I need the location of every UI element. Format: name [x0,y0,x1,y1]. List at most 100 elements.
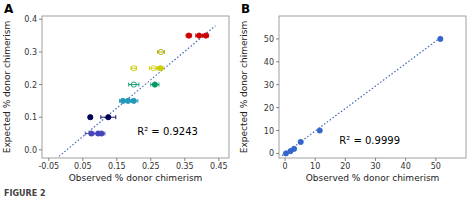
point [131,82,136,87]
error-bar-cap [158,83,159,87]
y-tick [276,84,279,85]
y-tick [39,51,42,52]
y-tick-label: 0.1 [24,113,37,122]
error-bar-cap [156,66,157,70]
x-axis-label: Observed % donor chimerism [306,173,440,183]
error-bar-cap [124,99,125,103]
point [317,128,322,133]
point [88,115,93,120]
error-bar [203,34,208,38]
point [99,131,104,136]
point [158,49,163,54]
x-tick [375,158,376,161]
y-tick-label: 0.0 [24,146,37,155]
x-tick [285,158,286,161]
y-axis-label: Expected % donor chimerism [239,21,249,153]
y-tick-label: 20 [264,104,274,113]
point [158,66,163,71]
x-tick-label: 20 [340,162,350,171]
x-tick-label: 0.35 [176,162,194,171]
trendline [282,37,442,156]
y-tick-label: 0.3 [24,48,37,57]
point [196,33,201,38]
error-bar-line [131,68,136,69]
panel-label: B [241,2,250,16]
x-tick-label: 0.45 [210,162,228,171]
y-tick-label: 0.2 [24,81,37,90]
error-bar-cap [119,99,120,103]
error-bar-cap [149,66,150,70]
point [89,131,94,136]
error-bar-cap [138,83,139,87]
point [298,139,303,144]
point [203,33,208,38]
point [186,33,191,38]
error-bar-cap [128,83,129,87]
y-tick [276,38,279,39]
point [131,98,136,103]
x-tick [315,158,316,161]
panel: -0.050.050.150.250.350.450.00.10.20.30.4… [2,2,229,183]
x-tick [150,158,151,161]
y-tick-label: 0 [269,149,274,158]
plot-area [282,36,443,156]
x-tick-label: 50 [431,162,441,171]
error-bar [131,66,136,70]
y-tick-label: 0.4 [24,15,37,24]
annotation: R² = 0.9999 [339,135,400,146]
x-tick-label: 10 [310,162,320,171]
error-bar-cap [98,132,99,136]
point [125,98,130,103]
error-bar-line [129,84,139,85]
x-tick [116,158,117,161]
error-bar [151,83,159,87]
error-bar [130,99,138,103]
y-tick [39,117,42,118]
error-bar-cap [104,132,105,136]
x-tick-label: 0.15 [108,162,126,171]
error-bar [196,34,203,38]
x-tick [345,158,346,161]
y-tick-label: 30 [264,81,274,90]
plot-frame [42,16,229,158]
x-tick-label: 0.05 [74,162,92,171]
x-tick [48,158,49,161]
x-tick [82,158,83,161]
error-bar-cap [115,115,116,119]
figure-caption: FIGURE 2 [4,189,45,198]
panel-label: A [4,2,14,16]
x-tick [218,158,219,161]
y-tick-label: 10 [264,127,274,136]
error-bar [98,132,105,136]
y-tick [276,153,279,154]
point [152,82,157,87]
y-tick-label: 40 [264,58,274,67]
y-axis-label: Expected % donor chimerism [2,21,12,153]
y-tick [276,61,279,62]
point [106,115,111,120]
error-bar [89,115,92,119]
x-tick-label: 0.25 [142,162,160,171]
error-bar-cap [100,115,101,119]
x-tick [435,158,436,161]
annotation: R² = 0.9243 [137,126,198,137]
point [131,66,136,71]
x-tick-label: 0 [282,162,287,171]
figure: -0.050.050.150.250.350.450.00.10.20.30.4… [0,0,474,200]
error-bar [186,34,191,38]
y-tick [39,84,42,85]
y-tick [276,130,279,131]
plot-frame [279,16,466,158]
error-bar-cap [195,34,196,38]
y-tick-label: 50 [264,35,274,44]
point [438,36,443,41]
point [151,66,156,71]
y-tick [39,19,42,20]
error-bar-cap [150,83,151,87]
x-tick-label: 40 [401,162,411,171]
trendline [59,26,215,157]
error-bar [149,66,157,70]
error-bar-cap [85,132,86,136]
point [291,146,296,151]
error-bar-cap [137,99,138,103]
